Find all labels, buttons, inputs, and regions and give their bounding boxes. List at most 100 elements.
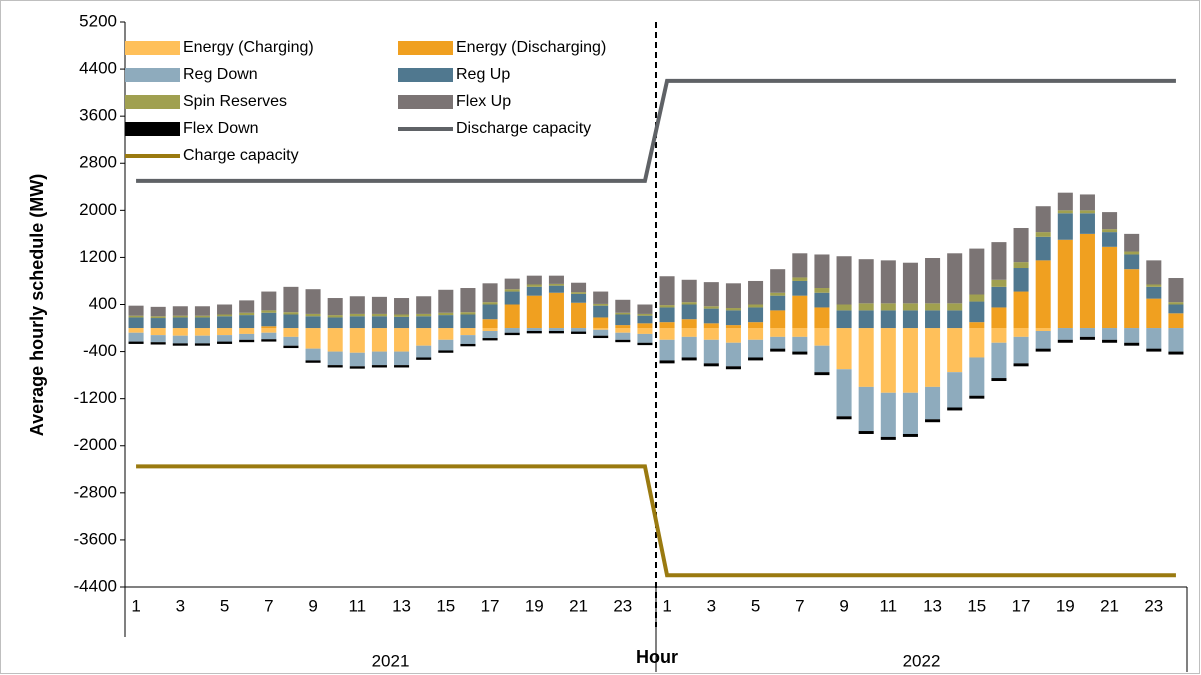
x-tick-label: 13 [392, 596, 411, 615]
bar-segment [1168, 351, 1184, 355]
bar-segment [394, 328, 410, 352]
bar-segment [925, 258, 941, 304]
bar-segment [770, 348, 786, 352]
bar-segment [814, 328, 830, 346]
bar-segment [239, 333, 255, 340]
bar-segment [1168, 304, 1184, 314]
bar-segment [217, 341, 233, 344]
legend-label: Energy (Charging) [183, 39, 314, 56]
bar-segment [1168, 278, 1184, 303]
bar-segment [593, 303, 609, 306]
bar-segment [460, 314, 476, 329]
legend-swatch [125, 68, 180, 82]
bar-segment [748, 339, 764, 358]
y-tick-label: -4400 [74, 576, 117, 595]
bar-segment [128, 328, 144, 333]
bar-segment [1057, 239, 1073, 329]
bar-segment [1057, 339, 1073, 343]
bar-segment [1079, 336, 1095, 340]
bar-segment [504, 289, 520, 292]
bar-segment [349, 352, 365, 367]
bar-segment [349, 296, 365, 314]
bar-segment [239, 339, 255, 343]
bar-segment [659, 322, 675, 329]
bar-segment [1124, 254, 1140, 270]
y-tick-label: -400 [83, 341, 117, 360]
group-label: 2022 [903, 651, 941, 670]
x-tick-label: 7 [795, 596, 804, 615]
bar-segment [637, 315, 653, 324]
bar-segment [438, 328, 454, 340]
bar-segment [770, 310, 786, 329]
bar-segment [792, 336, 808, 352]
bar-segment [703, 323, 719, 329]
bar-segment [1102, 339, 1118, 343]
x-tick-label: 19 [1056, 596, 1075, 615]
bar-segment [748, 357, 764, 361]
bar-segment [1102, 246, 1118, 329]
legend-label: Flex Up [456, 93, 511, 110]
bar-segment [969, 328, 985, 358]
legend-label: Spin Reserves [183, 93, 287, 110]
bar-segment [725, 283, 741, 309]
bar-segment [1102, 212, 1118, 230]
bar-segment [858, 303, 874, 311]
bar-segment [371, 313, 387, 317]
bar-segment [526, 330, 542, 334]
bar-segment [1102, 232, 1118, 247]
x-tick-label: 11 [348, 596, 366, 615]
bar-segment [283, 328, 299, 337]
bar-segment [637, 313, 653, 316]
bar-segment [305, 313, 321, 317]
legend-swatch [125, 41, 180, 55]
bar-segment [172, 306, 188, 316]
bar-segment [217, 316, 233, 329]
bar-segment [858, 386, 874, 432]
bar-segment [880, 392, 896, 437]
bar-segment [526, 275, 542, 285]
bar-segment [438, 339, 454, 351]
x-axis-title: Hour [636, 647, 678, 667]
bar-segment [1013, 336, 1029, 364]
y-tick-label: 4400 [79, 59, 117, 78]
x-tick-label: 19 [525, 596, 544, 615]
bar-segment [194, 315, 210, 318]
bar-segment [394, 298, 410, 315]
x-tick-label: 9 [839, 596, 848, 615]
bar-segment [571, 331, 587, 334]
bar-segment [836, 310, 852, 329]
bar-segment [327, 365, 343, 368]
bar-segment [770, 295, 786, 311]
y-tick-label: -2800 [74, 482, 117, 501]
legend-swatch [125, 95, 180, 109]
bar-segment [460, 343, 476, 347]
bar-segment [1013, 291, 1029, 329]
bar-segment [1102, 328, 1118, 340]
x-tick-label: 9 [308, 596, 317, 615]
bar-segment [947, 253, 963, 304]
bar-segment [371, 351, 387, 366]
bar-segment [239, 300, 255, 313]
bar-segment [925, 303, 941, 311]
bar-segment [615, 312, 631, 315]
bar-segment [349, 366, 365, 369]
bar-segment [504, 291, 520, 305]
bar-segment [482, 328, 498, 331]
bar-segment [902, 262, 918, 304]
bar-segment [305, 348, 321, 361]
bar-segment [571, 302, 587, 329]
bar-segment [438, 312, 454, 316]
bar-segment [748, 304, 764, 308]
bar-segment [394, 316, 410, 329]
bar-segment [1035, 328, 1051, 331]
bar-segment [482, 330, 498, 339]
bar-segment [482, 338, 498, 341]
bar-segment [482, 283, 498, 303]
bar-segment [482, 319, 498, 329]
bar-segment [681, 357, 697, 361]
bar-segment [814, 307, 830, 329]
bar-segment [1013, 227, 1029, 263]
bar-segment [637, 304, 653, 314]
x-tick-label: 17 [481, 596, 500, 615]
y-tick-label: 5200 [79, 11, 117, 30]
